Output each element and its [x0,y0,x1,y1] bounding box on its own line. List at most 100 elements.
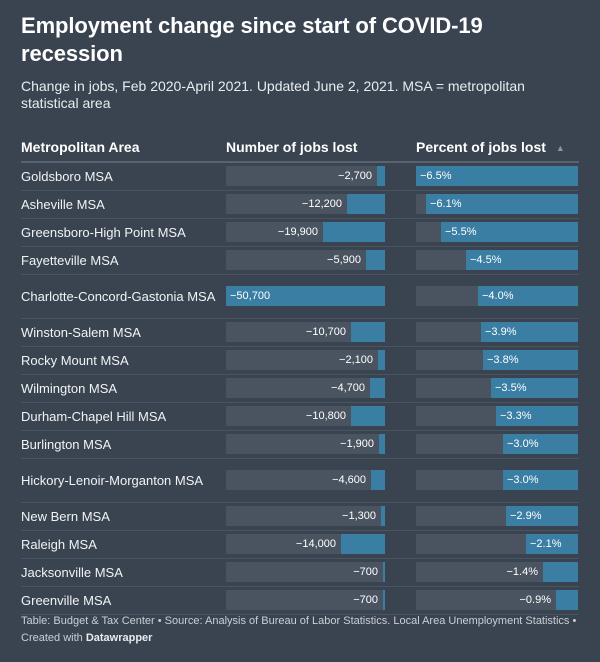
jobs-value-label: −1,300 [342,510,376,522]
area-name: Asheville MSA [21,190,226,219]
column-header-jobs[interactable]: Number of jobs lost [226,133,416,163]
pct-bar [503,434,578,454]
data-table: Metropolitan Area Number of jobs lost Pe… [21,133,579,615]
area-name: Charlotte-Concord-Gastonia MSA [21,274,226,319]
jobs-bar [379,434,385,454]
pct-bar-track: −3.0% [416,470,578,490]
pct-bar-track: −2.9% [416,506,578,526]
table-row: Winston-Salem MSA −10,700 −3.9% [21,318,579,347]
datawrapper-link[interactable]: Datawrapper [85,632,153,644]
area-name: Hickory-Lenoir-Morganton MSA [21,458,226,503]
jobs-value-label: −14,000 [295,538,336,550]
pct-bar [426,194,578,214]
pct-bar [481,322,578,342]
jobs-bar [347,194,385,214]
jobs-value-label: −2,700 [338,170,372,183]
table-row: Rocky Mount MSA −2,100 −3.8% [21,346,579,375]
pct-bar-track: −6.5% [416,166,578,187]
pct-value-label: −3.8% [487,354,519,366]
pct-bar [483,350,578,370]
table-row: Raleigh MSA −14,000 −2.1% [21,530,579,559]
jobs-bar [226,286,385,306]
area-name: Burlington MSA [21,430,226,459]
area-name: Wilmington MSA [21,374,226,403]
jobs-bar [341,534,385,554]
pct-value-label: −3.0% [507,438,539,450]
table-body: Goldsboro MSA −2,700 −6.5% Asheville MSA −12… [21,162,579,615]
pct-value-label: −3.0% [507,474,539,486]
table-row: New Bern MSA −1,300 −2.9% [21,502,579,531]
jobs-bar [323,222,385,242]
area-name: Rocky Mount MSA [21,346,226,375]
jobs-bar-track: −700 [226,590,385,610]
jobs-value-label: −1,900 [340,438,374,450]
pct-bar-track: −4.0% [416,286,578,306]
jobs-bar [381,506,385,526]
pct-bar-track: −3.8% [416,350,578,370]
chart-title: Employment change since start of COVID-1… [21,13,483,66]
pct-bar-track: −3.9% [416,322,578,342]
table-row: Hickory-Lenoir-Morganton MSA −4,600 −3.0% [21,458,579,503]
jobs-bar-track: −2,700 [226,166,385,187]
jobs-bar [351,406,385,426]
table-row: Durham-Chapel Hill MSA −10,800 −3.3% [21,402,579,431]
jobs-bar-track: −1,300 [226,506,385,526]
pct-value-label: −1.4% [506,566,539,578]
area-name: Jacksonville MSA [21,558,226,587]
table-row: Greensboro-High Point MSA −19,900 −5.5% [21,218,579,247]
table-row: Jacksonville MSA −700 −1.4% [21,558,579,587]
jobs-bar-track: −12,200 [226,194,385,214]
chart-footer: Table: Budget & Tax Center • Source: Ana… [21,613,581,647]
pct-bar-track: −2.1% [416,534,578,554]
column-header-pct[interactable]: Percent of jobs lost ▲ [416,133,579,163]
sort-arrow-icon[interactable]: ▲ [555,143,565,153]
jobs-bar [366,250,385,270]
area-name: Winston-Salem MSA [21,318,226,347]
pct-value-label: −5.5% [445,226,477,238]
pct-value-label: −2.1% [530,538,562,550]
footer-text: Table: Budget & Tax Center • Source: Ana… [21,615,577,644]
column-header-area[interactable]: Metropolitan Area [21,133,226,163]
table-row: Goldsboro MSA −2,700 −6.5% [21,162,579,191]
pct-bar [416,166,578,187]
pct-value-label: −0.9% [519,594,552,606]
jobs-bar-track: −14,000 [226,534,385,554]
table-row: Fayetteville MSA −5,900 −4.5% [21,246,579,275]
pct-bar-track: −1.4% [416,562,578,582]
jobs-value-label: −4,700 [331,382,365,394]
jobs-bar [383,562,385,582]
jobs-value-label: −700 [353,594,378,606]
pct-bar [478,286,578,306]
pct-bar [496,406,578,426]
jobs-value-label: −19,900 [277,226,318,238]
pct-bar-track: −0.9% [416,590,578,610]
pct-value-label: −3.3% [500,410,532,422]
jobs-bar [383,590,385,610]
pct-bar [543,562,578,582]
jobs-bar-track: −700 [226,562,385,582]
jobs-bar [377,166,385,187]
jobs-bar [351,322,385,342]
pct-bar-track: −5.5% [416,222,578,242]
pct-bar [441,222,578,242]
pct-value-label: −4.0% [482,290,514,302]
pct-bar [503,470,578,490]
jobs-bar-track: −4,600 [226,470,385,490]
pct-bar-track: −3.3% [416,406,578,426]
jobs-value-label: −50,700 [230,290,271,302]
table-row: Charlotte-Concord-Gastonia MSA −50,700 −4.… [21,274,579,319]
pct-value-label: −6.1% [430,198,462,210]
area-name: Greensboro-High Point MSA [21,218,226,247]
pct-bar [466,250,578,270]
jobs-bar-track: −1,900 [226,434,385,454]
table-row: Asheville MSA −12,200 −6.1% [21,190,579,219]
table-row: Wilmington MSA −4,700 −3.5% [21,374,579,403]
area-name: Raleigh MSA [21,530,226,559]
jobs-value-label: −700 [353,566,378,578]
area-name: New Bern MSA [21,502,226,531]
jobs-bar-track: −10,700 [226,322,385,342]
pct-value-label: −3.9% [485,326,517,338]
pct-bar [556,590,578,610]
pct-bar-track: −3.5% [416,378,578,398]
area-name: Goldsboro MSA [21,162,226,191]
